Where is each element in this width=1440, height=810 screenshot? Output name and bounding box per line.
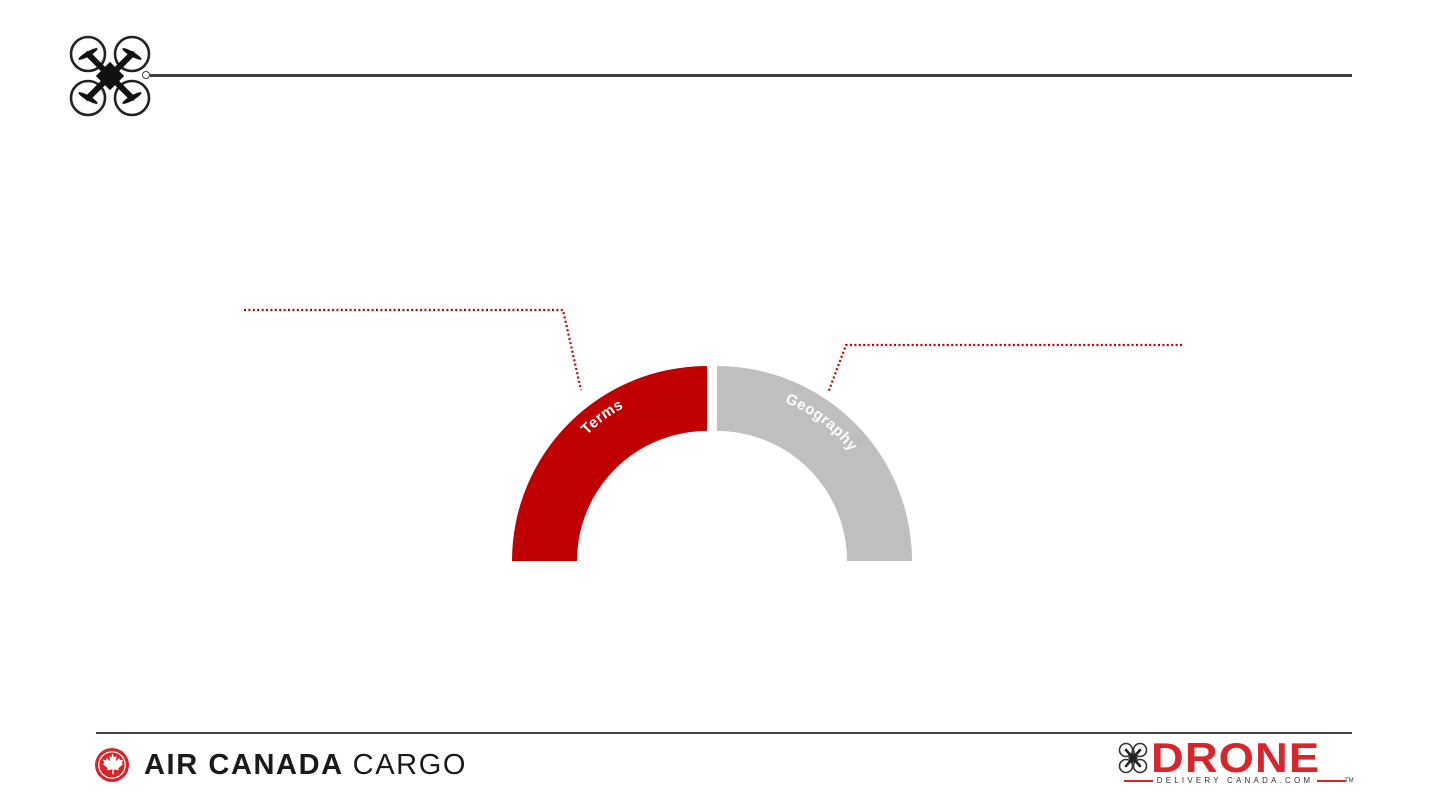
header-rule-knob <box>142 71 150 79</box>
drone-brand-text: DRONE <box>1151 734 1321 781</box>
callouts-layer <box>244 308 1182 394</box>
air-canada-cargo-logo: AIR CANADA CARGO <box>94 746 467 784</box>
quadcopter-drone-icon <box>69 35 151 117</box>
air-canada-brand-text: AIR CANADA <box>144 748 344 781</box>
maple-leaf-roundel-icon <box>95 748 129 782</box>
tagline-text: DELIVERY CANADA.COM <box>1156 776 1314 785</box>
segment-terms <box>512 366 707 561</box>
trademark-text: TM <box>1345 778 1354 784</box>
callout-line-terms <box>244 308 583 391</box>
segments-layer <box>512 366 912 561</box>
callout-line-geography <box>826 343 1182 394</box>
segment-geography <box>717 366 912 561</box>
drone-delivery-canada-logo: DRONE DELIVERY CANADA.COM TM <box>1118 734 1358 790</box>
drone-icon <box>1118 742 1148 774</box>
drone-tagline: DELIVERY CANADA.COM <box>1120 776 1350 785</box>
cargo-text: CARGO <box>352 748 468 781</box>
footer-rule <box>96 732 1352 734</box>
header-rule <box>150 74 1352 77</box>
